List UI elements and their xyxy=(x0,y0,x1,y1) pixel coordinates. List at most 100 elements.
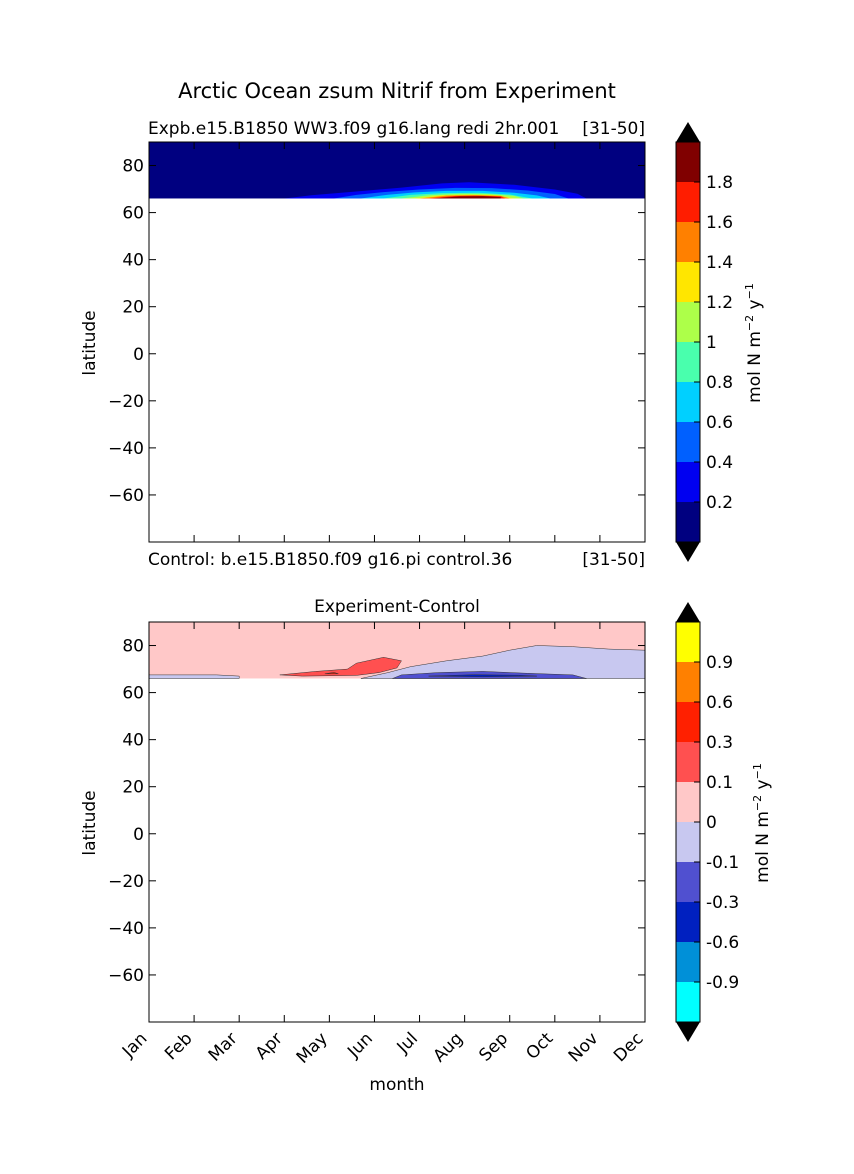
contour-4 xyxy=(428,674,537,678)
colorbar-tick-label: -0.3 xyxy=(706,893,739,913)
colorbar-segment xyxy=(676,142,700,182)
colorbar-over-arrow xyxy=(676,602,700,622)
xtick-label: Oct xyxy=(522,1029,557,1064)
colorbar-segment xyxy=(676,662,700,702)
colorbar-tick-label: 0.6 xyxy=(706,413,733,433)
difference-x-ticks: Jan Feb Mar Apr May Jun Jul Aug Sep Oct Nov Dec xyxy=(118,1029,647,1068)
ytick-label: −60 xyxy=(108,966,144,986)
colorbar-segment xyxy=(676,222,700,262)
ytick-label: 60 xyxy=(122,684,144,704)
colorbar-segment xyxy=(676,982,700,1022)
colorbar-under-arrow xyxy=(676,1022,700,1042)
colorbar-tick-label: 1.4 xyxy=(706,253,733,273)
ytick-label: −20 xyxy=(108,872,144,892)
colorbar-tick-label: 0 xyxy=(706,813,717,833)
colorbar-segment xyxy=(676,462,700,502)
colorbar-segment xyxy=(676,262,700,302)
colorbar-under-arrow xyxy=(676,542,700,562)
experiment-colorbar-label: mol N m−2 y−1 xyxy=(743,283,765,403)
ytick-label: 20 xyxy=(122,778,144,798)
colorbar-segment xyxy=(676,902,700,942)
colorbar-segment xyxy=(676,942,700,982)
experiment-plot-area xyxy=(148,141,646,543)
difference-colorbar-label: mol N m−2 y−1 xyxy=(751,763,773,883)
cbar-label-main: mol N m xyxy=(753,811,773,883)
cbar-label-sup2: −1 xyxy=(751,763,764,779)
experiment-title-right: [31-50] xyxy=(582,119,645,139)
contour-5 xyxy=(279,657,402,677)
colorbar-segment xyxy=(676,822,700,862)
colorbar-segment xyxy=(676,702,700,742)
xtick-label: Dec xyxy=(610,1029,647,1066)
xtick-label: Nov xyxy=(565,1029,603,1067)
ytick-label: 0 xyxy=(133,825,144,845)
plot-background xyxy=(149,142,645,542)
difference-y-ticks: 80 60 40 20 0 −20 −40 −60 xyxy=(108,637,645,986)
colorbar-tick-label: 0.4 xyxy=(706,453,733,473)
xtick-label: Mar xyxy=(205,1029,242,1066)
ytick-label: 60 xyxy=(122,204,144,224)
colorbar-tick-label: 1.2 xyxy=(706,293,733,313)
cbar-label-main: mol N m xyxy=(745,331,765,403)
ytick-label: 40 xyxy=(122,731,144,751)
xtick-label: Jul xyxy=(393,1029,422,1058)
heatmap-field xyxy=(149,622,645,1022)
heatmap-field xyxy=(149,142,645,542)
colorbar-tick-label: -0.9 xyxy=(706,973,739,993)
colorbar-segment xyxy=(676,502,700,542)
colorbar-segment xyxy=(676,382,700,422)
experiment-panel: Expb.e15.B1850 WW3.f09 g16.lang redi 2hr… xyxy=(80,119,765,570)
colorbar-over-arrow xyxy=(676,122,700,142)
contour-6 xyxy=(324,672,339,675)
colorbar-segment xyxy=(676,862,700,902)
cbar-label-sup2: −1 xyxy=(743,283,756,299)
experiment-ylabel: latitude xyxy=(80,310,100,375)
contour-1 xyxy=(149,674,240,679)
colorbar-tick-label: 1.8 xyxy=(706,173,733,193)
colorbar-tick-label: 0.1 xyxy=(706,773,733,793)
xtick-label: Jun xyxy=(343,1029,377,1063)
ytick-label: 80 xyxy=(122,157,144,177)
xtick-label: Apr xyxy=(252,1029,287,1064)
colorbar-tick-label: 0.6 xyxy=(706,693,733,713)
colorbar-tick-label: -0.1 xyxy=(706,853,739,873)
figure-title: Arctic Ocean zsum Nitrif from Experiment xyxy=(178,79,616,103)
difference-title: Experiment-Control xyxy=(314,597,480,617)
experiment-y-ticks: 80 60 40 20 0 −20 −40 −60 xyxy=(108,157,645,506)
plot-background xyxy=(149,622,645,1022)
colorbar-tick-label: -0.6 xyxy=(706,933,739,953)
difference-plot-area xyxy=(148,621,646,1023)
control-subtitle-left: Control: b.e15.B1850.f09 g16.pi control.… xyxy=(148,550,512,570)
colorbar-tick-label: 1.6 xyxy=(706,213,733,233)
cbar-label-mid: y xyxy=(745,299,765,314)
difference-ylabel: latitude xyxy=(80,790,100,855)
colorbar-tick-label: 0.2 xyxy=(706,493,733,513)
colorbar-segment xyxy=(676,422,700,462)
ytick-label: 20 xyxy=(122,298,144,318)
cbar-label-sup1: −2 xyxy=(751,795,764,811)
ytick-label: −60 xyxy=(108,486,144,506)
colorbar-tick-label: 0.8 xyxy=(706,373,733,393)
xtick-label: May xyxy=(293,1029,332,1068)
ytick-label: 40 xyxy=(122,251,144,271)
contour-2 xyxy=(360,645,645,679)
contour-9 xyxy=(433,196,501,199)
experiment-colorbar: 0.2 0.4 0.6 0.8 1 1.2 1.4 1.6 1.8 xyxy=(675,122,733,562)
difference-xlabel: month xyxy=(369,1075,424,1095)
cbar-label-sup1: −2 xyxy=(743,315,756,331)
colorbar-tick-label: 0.3 xyxy=(706,733,733,753)
xtick-label: Feb xyxy=(161,1029,196,1064)
plot-frame xyxy=(148,621,646,1023)
colorbar-tick-label: 1 xyxy=(706,333,717,353)
xtick-label: Aug xyxy=(429,1029,467,1067)
colorbar-segment xyxy=(676,622,700,662)
cbar-label-mid: y xyxy=(753,779,773,794)
difference-colorbar: -0.9 -0.6 -0.3 -0.1 0 0.1 0.3 0.6 0.9 xyxy=(675,602,739,1042)
ytick-label: −40 xyxy=(108,919,144,939)
xtick-label: Sep xyxy=(475,1029,512,1066)
ytick-label: −20 xyxy=(108,392,144,412)
colorbar-segment xyxy=(676,782,700,822)
colorbar-segment xyxy=(676,742,700,782)
